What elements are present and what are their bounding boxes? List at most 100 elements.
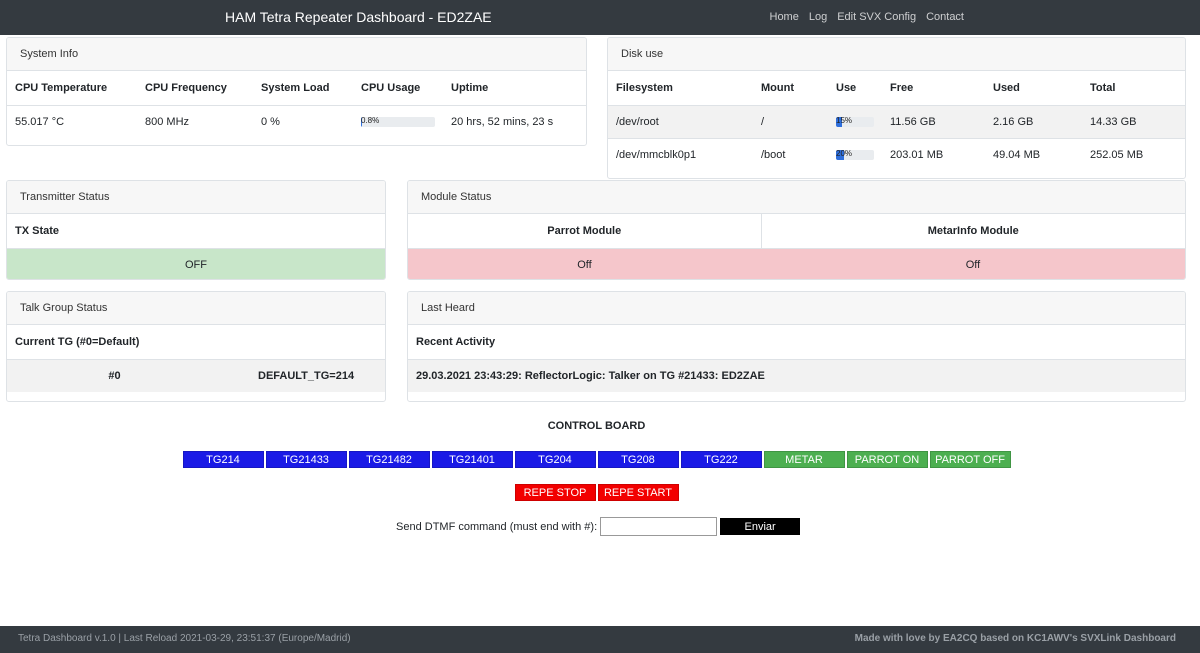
transmitter-status-header: Transmitter Status	[7, 181, 385, 214]
system-load-value: 0 %	[261, 115, 280, 128]
table-row: #0 DEFAULT_TG=214	[7, 359, 385, 392]
metar-button[interactable]: METAR	[763, 451, 845, 468]
disk-use-fill	[836, 149, 844, 160]
cpu-frequency-value: 800 MHz	[145, 115, 190, 128]
free-value: 203.01 MB	[882, 137, 985, 171]
total-value: 252.05 MB	[1082, 137, 1185, 171]
col-uptime: Uptime	[443, 71, 586, 106]
parrot-off-button[interactable]: PARROT OFF	[929, 451, 1011, 468]
tg-button-tg21433[interactable]: TG21433	[265, 451, 347, 468]
tx-state-value: OFF	[7, 248, 385, 279]
nav-link-contact[interactable]: Contact	[926, 11, 964, 23]
col-total: Total	[1082, 71, 1185, 106]
tg-button-tg208[interactable]: TG208	[597, 451, 679, 468]
tg-button-row: TG214 TG21433 TG21482 TG21401 TG204 TG20…	[0, 451, 1193, 468]
cpu-usage-fill	[361, 116, 362, 127]
dtmf-label: Send DTMF command (must end with #):	[396, 520, 598, 533]
nav-link-log[interactable]: Log	[808, 11, 828, 23]
default-tg-value: DEFAULT_TG=214	[222, 359, 385, 392]
talk-group-table: Current TG (#0=Default) #0 DEFAULT_TG=21…	[7, 325, 385, 392]
repeater-button-row: REPE STOP REPE START	[0, 484, 1193, 501]
parrot-module-value: Off	[408, 248, 761, 279]
filesystem-value: /dev/mmcblk0p1	[608, 137, 753, 171]
metarinfo-module-value: Off	[761, 248, 1185, 279]
transmitter-status-card: Transmitter Status TX State OFF	[6, 180, 386, 280]
col-cpu-frequency: CPU Frequency	[137, 71, 253, 106]
table-row: Off Off	[408, 248, 1185, 279]
dtmf-input[interactable]	[600, 517, 718, 536]
table-row: /dev/mmcblk0p1 /boot 20% 203.01 MB 49.04…	[608, 137, 1185, 171]
disk-use-fill	[836, 116, 842, 127]
tg-button-tg214[interactable]: TG214	[182, 451, 264, 468]
dashboard-title: HAM Tetra Repeater Dashboard - ED2ZAE	[225, 9, 492, 25]
total-value: 14.33 GB	[1082, 105, 1185, 138]
table-row: OFF	[7, 248, 385, 279]
dtmf-send-button[interactable]: Enviar	[720, 518, 801, 535]
transmitter-table: TX State OFF	[7, 214, 385, 279]
disk-use-card: Disk use Filesystem Mount Use Free Used …	[607, 37, 1186, 179]
disk-use-label: 15%	[836, 116, 853, 125]
disk-use-table: Filesystem Mount Use Free Used Total /de…	[608, 71, 1185, 171]
mount-value: /boot	[753, 137, 828, 171]
talk-group-status-card: Talk Group Status Current TG (#0=Default…	[6, 291, 386, 402]
dtmf-form: Send DTMF command (must end with #): Env…	[396, 517, 801, 536]
col-cpu-usage: CPU Usage	[353, 71, 443, 106]
footer-credits: Made with love by EA2CQ based on KC1AWV'…	[854, 633, 1176, 644]
top-navbar: HAM Tetra Repeater Dashboard - ED2ZAE Ho…	[0, 0, 1200, 35]
tg-button-tg204[interactable]: TG204	[514, 451, 596, 468]
talk-group-status-header: Talk Group Status	[7, 292, 385, 325]
col-metarinfo-module: MetarInfo Module	[761, 214, 1185, 249]
disk-use-progress: 15%	[836, 116, 874, 127]
repe-start-button[interactable]: REPE START	[597, 484, 679, 501]
footer: Tetra Dashboard v.1.0 | Last Reload 2021…	[0, 626, 1200, 653]
repe-stop-button[interactable]: REPE STOP	[514, 484, 596, 501]
nav-link-home[interactable]: Home	[769, 11, 799, 23]
table-row: 55.017 °C 800 MHz 0 % 0.8% 20 hrs, 52 mi…	[7, 105, 586, 138]
col-use: Use	[828, 71, 882, 106]
free-value: 11.56 GB	[882, 105, 985, 138]
tg-button-tg222[interactable]: TG222	[680, 451, 762, 468]
mount-value: /	[753, 105, 828, 138]
last-heard-entry: 29.03.2021 23:43:29: ReflectorLogic: Tal…	[408, 359, 1185, 392]
footer-version-info: Tetra Dashboard v.1.0 | Last Reload 2021…	[18, 633, 351, 644]
col-free: Free	[882, 71, 985, 106]
disk-use-label: 20%	[836, 149, 853, 158]
used-value: 2.16 GB	[985, 105, 1082, 138]
filesystem-value: /dev/root	[608, 105, 753, 138]
last-heard-card: Last Heard Recent Activity 29.03.2021 23…	[407, 291, 1186, 402]
used-value: 49.04 MB	[985, 137, 1082, 171]
disk-use-header: Disk use	[608, 38, 1185, 71]
col-filesystem: Filesystem	[608, 71, 753, 106]
last-heard-header: Last Heard	[408, 292, 1185, 325]
cpu-usage-progress: 0.8%	[361, 116, 435, 127]
system-info-table: CPU Temperature CPU Frequency System Loa…	[7, 71, 586, 138]
cpu-usage-cell: 0.8%	[353, 105, 443, 138]
system-info-card: System Info CPU Temperature CPU Frequenc…	[6, 37, 587, 146]
table-row: 29.03.2021 23:43:29: ReflectorLogic: Tal…	[408, 359, 1185, 392]
col-cpu-temperature: CPU Temperature	[7, 71, 137, 106]
col-current-tg: Current TG (#0=Default)	[7, 325, 385, 360]
col-tx-state: TX State	[7, 214, 385, 249]
disk-use-progress: 20%	[836, 149, 874, 160]
control-board-title: CONTROL BOARD	[547, 420, 646, 432]
nav-link-edit-svx-config[interactable]: Edit SVX Config	[837, 11, 917, 23]
uptime-value: 20 hrs, 52 mins, 23 s	[451, 115, 554, 128]
col-recent-activity: Recent Activity	[408, 325, 1185, 360]
use-cell: 20%	[828, 137, 882, 171]
module-status-header: Module Status	[408, 181, 1185, 214]
module-table: Parrot Module MetarInfo Module Off Off	[408, 214, 1185, 279]
cpu-usage-label: 0.8%	[361, 116, 380, 125]
col-used: Used	[985, 71, 1082, 106]
last-heard-table: Recent Activity 29.03.2021 23:43:29: Ref…	[408, 325, 1185, 392]
tg-button-tg21401[interactable]: TG21401	[431, 451, 513, 468]
cpu-temperature-value: 55.017 °C	[15, 115, 65, 128]
col-mount: Mount	[753, 71, 828, 106]
nav-links: Home Log Edit SVX Config Contact	[770, 11, 965, 23]
parrot-on-button[interactable]: PARROT ON	[846, 451, 928, 468]
module-status-card: Module Status Parrot Module MetarInfo Mo…	[407, 180, 1186, 280]
col-parrot-module: Parrot Module	[408, 214, 762, 249]
tg-button-tg21482[interactable]: TG21482	[348, 451, 430, 468]
col-system-load: System Load	[253, 71, 353, 106]
current-tg-value: #0	[7, 359, 222, 392]
use-cell: 15%	[828, 105, 882, 138]
